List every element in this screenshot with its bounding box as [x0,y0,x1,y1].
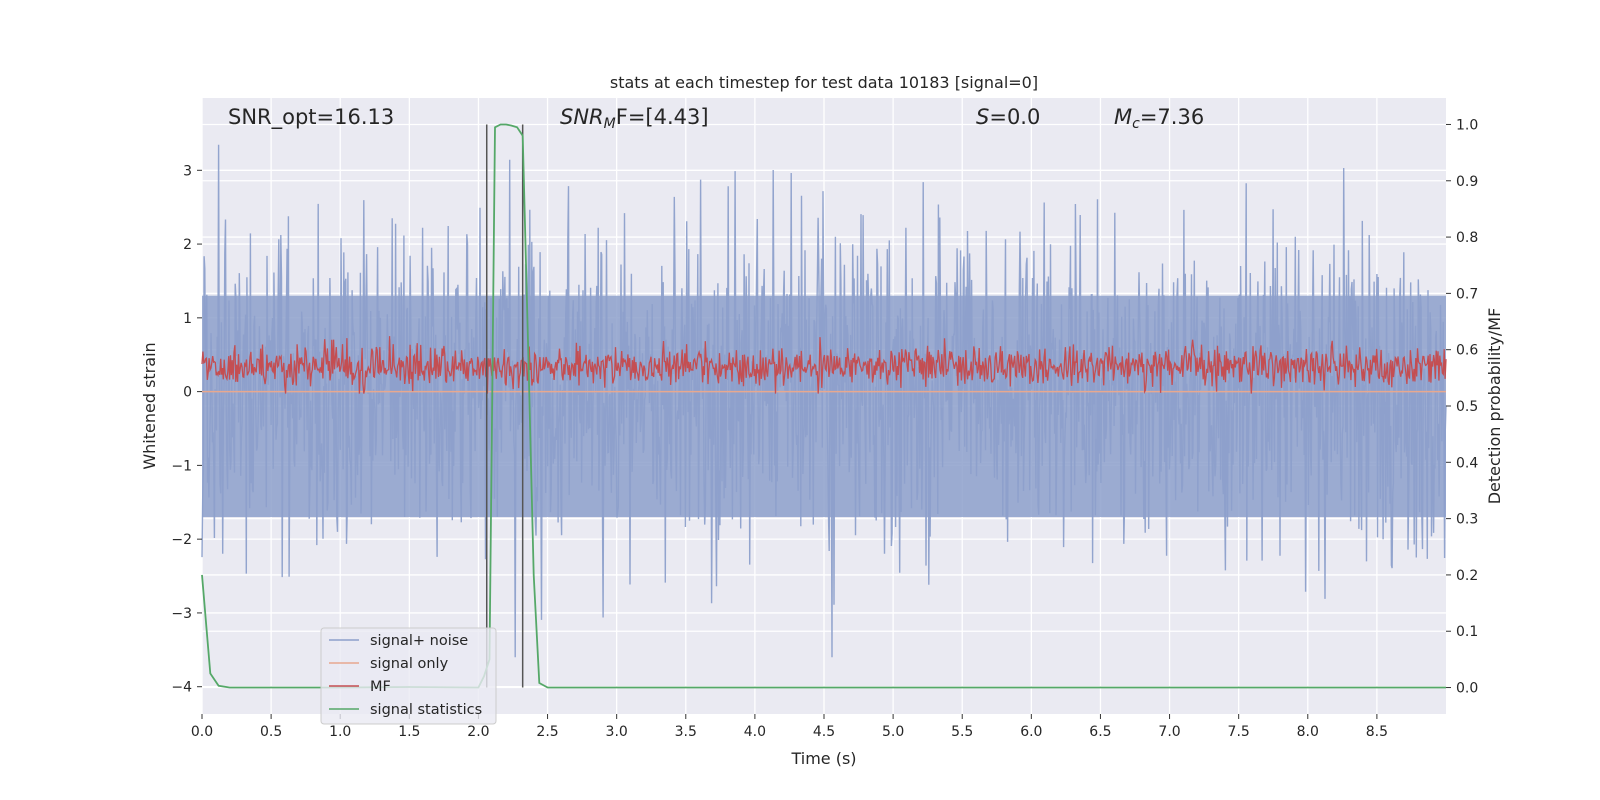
y-ticks-right: 0.0 0.1 0.2 0.3 0.4 0.5 0.6 0.7 0.8 0.9 1.0 [1446,117,1478,697]
y-right-tick-label: 0.2 [1456,568,1478,584]
annotation-mc: Mc=7.36 [1114,105,1204,132]
y-right-tick-label: 0.4 [1456,455,1478,471]
y-axis-label-left: Whitened strain [140,342,159,469]
y-right-tick-label: 0.7 [1456,286,1478,302]
legend: signal+ noise signal only MF signal stat… [320,627,497,725]
x-tick-label: 8.5 [1366,724,1388,740]
series-signal-noise-band [202,295,1446,518]
x-axis-label: Time (s) [790,749,856,768]
chart-title: stats at each timestep for test data 101… [610,73,1038,92]
y-right-tick-label: 0.5 [1456,399,1478,415]
annotation-mc-value: =7.36 [1140,105,1204,129]
y-left-tick-label: −3 [171,606,192,622]
legend-label-mf: MF [370,679,391,695]
y-left-tick-label: −4 [171,680,192,696]
annotation-s-value: =0.0 [989,105,1040,129]
legend-label-signal-statistics: signal statistics [370,702,482,718]
y-right-tick-label: 1.0 [1456,117,1478,133]
x-tick-label: 1.0 [329,724,351,740]
y-left-tick-label: 1 [183,311,192,327]
x-tick-label: 1.5 [398,724,420,740]
x-tick-label: 6.0 [1020,724,1042,740]
annotation-snr-mf-symbol: SNR [560,105,604,129]
annotation-mc-symbol: M [1114,105,1132,129]
legend-label-signal-only: signal only [370,656,449,672]
annotation-snr-mf-value: F=[4.43] [616,105,709,129]
annotation-s-symbol: S [976,105,989,129]
y-left-tick-label: −1 [171,458,192,474]
y-right-tick-label: 0.6 [1456,343,1478,359]
annotation-s: S=0.0 [976,105,1040,129]
y-left-tick-label: 3 [183,163,192,179]
x-tick-label: 0.5 [260,724,282,740]
x-tick-label: 8.0 [1297,724,1319,740]
annotation-snr-opt: SNR_opt=16.13 [228,105,394,130]
x-tick-label: 3.0 [606,724,628,740]
annotation-snr-mf: SNRMF=[4.43] [560,105,709,132]
legend-label-signal-noise: signal+ noise [370,633,468,649]
x-tick-label: 7.0 [1158,724,1180,740]
legend-box [320,627,497,725]
x-tick-label: 2.5 [536,724,558,740]
x-tick-label: 5.5 [951,724,973,740]
x-tick-label: 6.5 [1089,724,1111,740]
y-right-tick-label: 0.0 [1456,681,1478,697]
y-axis-label-right: Detection probability/MF [1485,308,1504,505]
series-layer [201,123,1447,689]
annotation-mc-subscript: c [1132,116,1140,132]
x-tick-label: 4.5 [813,724,835,740]
y-right-tick-label: 0.8 [1456,230,1478,246]
annotation-snr-mf-subscript: M [604,116,616,132]
x-tick-label: 5.0 [882,724,904,740]
x-ticks: 0.0 0.5 1.0 1.5 2.0 2.5 3.0 3.5 4.0 4.5 5.0 5.5 6.0 6… [191,714,1388,740]
x-tick-label: 4.0 [744,724,766,740]
x-tick-label: 7.5 [1228,724,1250,740]
x-tick-label: 0.0 [191,724,213,740]
series-signal-statistics [201,123,1446,689]
x-tick-label: 3.5 [675,724,697,740]
y-right-tick-label: 0.3 [1456,512,1478,528]
x-tick-label: 2.0 [467,724,489,740]
y-right-tick-label: 0.1 [1456,624,1478,640]
y-left-tick-label: −2 [171,532,192,548]
y-left-tick-label: 2 [183,237,192,253]
series-mf [201,336,1447,395]
y-ticks-left: −4 −3 −2 −1 0 1 2 3 [171,163,202,696]
y-right-tick-label: 0.9 [1456,174,1478,190]
y-left-tick-label: 0 [183,385,192,401]
